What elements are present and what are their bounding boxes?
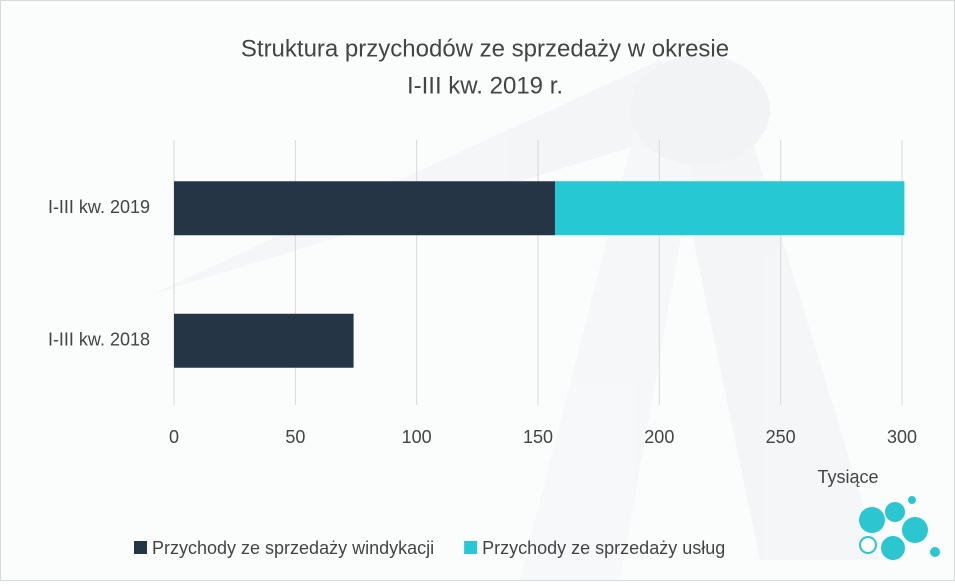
y-tick-label: I-III kw. 2018 bbox=[48, 330, 150, 350]
legend-label: Przychody ze sprzedaży usług bbox=[482, 538, 725, 558]
x-tick-label: 50 bbox=[285, 427, 305, 447]
legend-swatch bbox=[134, 541, 147, 554]
bar bbox=[555, 181, 904, 235]
x-tick-label: 250 bbox=[766, 427, 796, 447]
chart-title: I-III kw. 2019 r. bbox=[407, 72, 563, 99]
y-tick-label: I-III kw. 2019 bbox=[48, 197, 150, 217]
x-tick-label: 0 bbox=[169, 427, 179, 447]
legend-label: Przychody ze sprzedaży windykacji bbox=[152, 538, 434, 558]
chart: Struktura przychodów ze sprzedaży w okre… bbox=[0, 0, 955, 581]
bar bbox=[174, 314, 354, 368]
bar bbox=[174, 181, 555, 235]
x-axis-label: Tysiące bbox=[817, 467, 878, 487]
x-tick-label: 100 bbox=[402, 427, 432, 447]
x-tick-label: 200 bbox=[644, 427, 674, 447]
x-tick-label: 150 bbox=[523, 427, 553, 447]
chart-title: Struktura przychodów ze sprzedaży w okre… bbox=[241, 35, 729, 62]
x-tick-label: 300 bbox=[887, 427, 917, 447]
legend-swatch bbox=[464, 541, 477, 554]
